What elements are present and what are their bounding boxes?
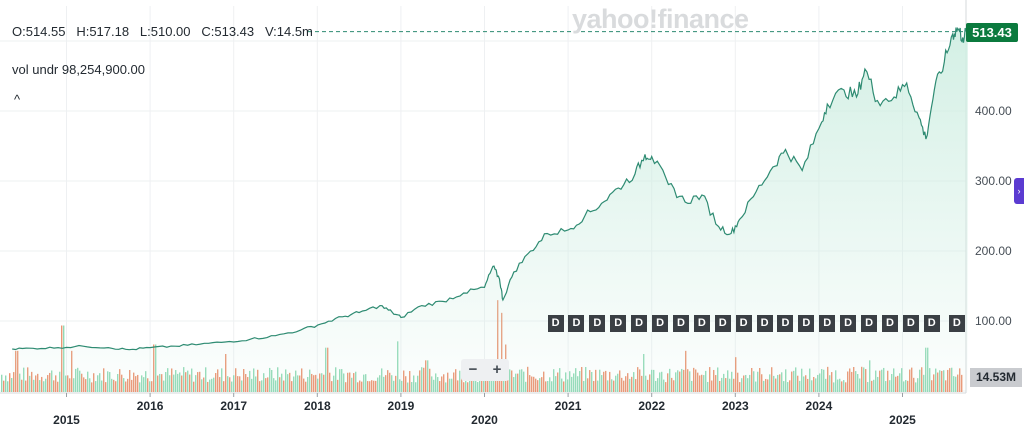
volume-bar: [3, 380, 5, 392]
y-tick-label: 400.00: [975, 104, 1012, 118]
dividend-marker[interactable]: D: [693, 315, 710, 332]
x-tick-label: 2021: [555, 399, 582, 413]
volume-bar: [1, 374, 3, 392]
dividend-marker[interactable]: D: [777, 315, 794, 332]
ohlc-readout: O:514.55 H:517.18 L:510.00 C:513.43 V:14…: [12, 24, 313, 39]
price-line: [12, 26, 969, 351]
dividend-marker[interactable]: D: [840, 315, 857, 332]
zoom-in-button[interactable]: +: [492, 361, 502, 378]
volume-bar: [7, 381, 9, 392]
x-tick-label: 2016: [137, 399, 164, 413]
zoom-controls: − +: [461, 359, 509, 381]
dividend-marker[interactable]: D: [568, 315, 585, 332]
dividend-marker[interactable]: D: [881, 315, 898, 332]
collapse-chevron-icon[interactable]: ^: [14, 92, 21, 107]
current-volume-badge: 14.53M: [970, 368, 1022, 387]
dividend-marker[interactable]: D: [948, 315, 965, 332]
volume-readout: vol undr 98,254,900.00: [12, 62, 145, 77]
dividend-marker[interactable]: D: [652, 315, 669, 332]
dividend-marker[interactable]: D: [735, 315, 752, 332]
x-tick-label: 2018: [304, 399, 331, 413]
x-tick-label: 2015: [53, 413, 80, 427]
dividend-marker[interactable]: D: [923, 315, 940, 332]
dividend-marker[interactable]: D: [672, 315, 689, 332]
dividend-marker[interactable]: D: [902, 315, 919, 332]
dividend-marker[interactable]: D: [756, 315, 773, 332]
x-tick-label: 2024: [806, 399, 833, 413]
volume-bar: [5, 375, 7, 392]
y-tick-label: 100.00: [975, 314, 1012, 328]
x-tick-label: 2025: [889, 413, 916, 427]
x-tick-label: 2022: [638, 399, 665, 413]
dividend-marker[interactable]: D: [861, 315, 878, 332]
dividend-marker[interactable]: D: [610, 315, 627, 332]
current-price-badge: 513.43: [966, 23, 1018, 42]
x-tick-label: 2023: [722, 399, 749, 413]
dividend-marker[interactable]: D: [798, 315, 815, 332]
y-tick-label: 200.00: [975, 244, 1012, 258]
dividend-marker[interactable]: D: [714, 315, 731, 332]
volume-bar: [11, 377, 13, 392]
volume-bar: [9, 373, 11, 392]
x-tick-label: 2020: [471, 413, 498, 427]
x-tick-label: 2017: [220, 399, 247, 413]
zoom-out-button[interactable]: −: [468, 361, 478, 378]
x-axis: 2015 2016 2017 2018 2019 2020 2021 2022 2023 2024…: [53, 393, 916, 427]
price-area: [12, 27, 968, 392]
x-tick-label: 2019: [388, 399, 415, 413]
dividend-marker[interactable]: D: [589, 315, 606, 332]
y-tick-label: 300.00: [975, 174, 1012, 188]
dividend-marker[interactable]: D: [547, 315, 564, 332]
dividend-marker[interactable]: D: [819, 315, 836, 332]
y-axis: 100.00 200.00 300.00 400.00: [975, 104, 1012, 328]
yahoo-finance-logo: yahoo!finance: [572, 4, 749, 34]
dividend-marker[interactable]: D: [631, 315, 648, 332]
side-panel-toggle-icon[interactable]: ›: [1014, 178, 1024, 204]
